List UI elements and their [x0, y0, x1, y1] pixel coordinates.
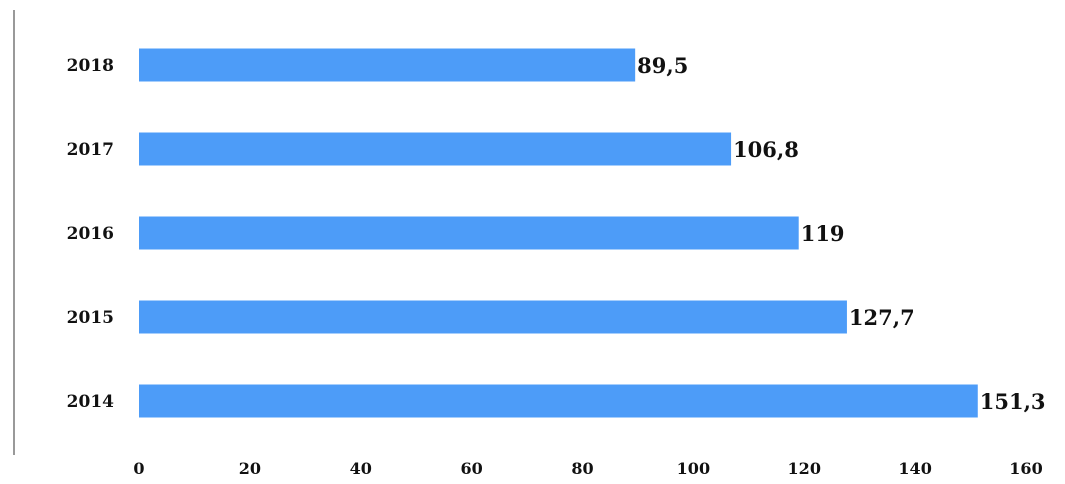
category-labels: 2018 2017 2016 2015 2014: [67, 56, 114, 412]
category-label-2016: 2016: [67, 224, 114, 244]
x-tick-label-160: 160: [1009, 459, 1042, 478]
category-label-2018: 2018: [67, 56, 114, 76]
value-label-2016: 119: [801, 221, 845, 246]
value-labels: 89,5 106,8 119 127,7 151,3: [637, 53, 1045, 414]
bars-group: [139, 48, 978, 418]
bar-2014: [139, 384, 978, 418]
bar-2016: [139, 216, 799, 250]
x-tick-label-0: 0: [133, 459, 144, 478]
x-tick-label-120: 120: [788, 459, 821, 478]
value-label-2015: 127,7: [849, 305, 915, 330]
x-tick-label-80: 80: [571, 459, 593, 478]
value-label-2018: 89,5: [637, 53, 688, 78]
x-tick-label-100: 100: [677, 459, 710, 478]
x-axis-ticks: 0 20 40 60 80 100 120 140 160: [133, 459, 1042, 478]
category-label-2014: 2014: [67, 392, 114, 412]
category-label-2015: 2015: [67, 308, 114, 328]
bar-2018: [139, 48, 636, 82]
value-label-2014: 151,3: [980, 389, 1046, 414]
value-label-2017: 106,8: [733, 137, 799, 162]
bar-2015: [139, 300, 847, 334]
x-tick-label-40: 40: [350, 459, 372, 478]
x-tick-label-20: 20: [239, 459, 261, 478]
x-tick-label-140: 140: [898, 459, 931, 478]
x-tick-label-60: 60: [460, 459, 482, 478]
category-label-2017: 2017: [67, 140, 114, 160]
bar-2017: [139, 132, 732, 166]
